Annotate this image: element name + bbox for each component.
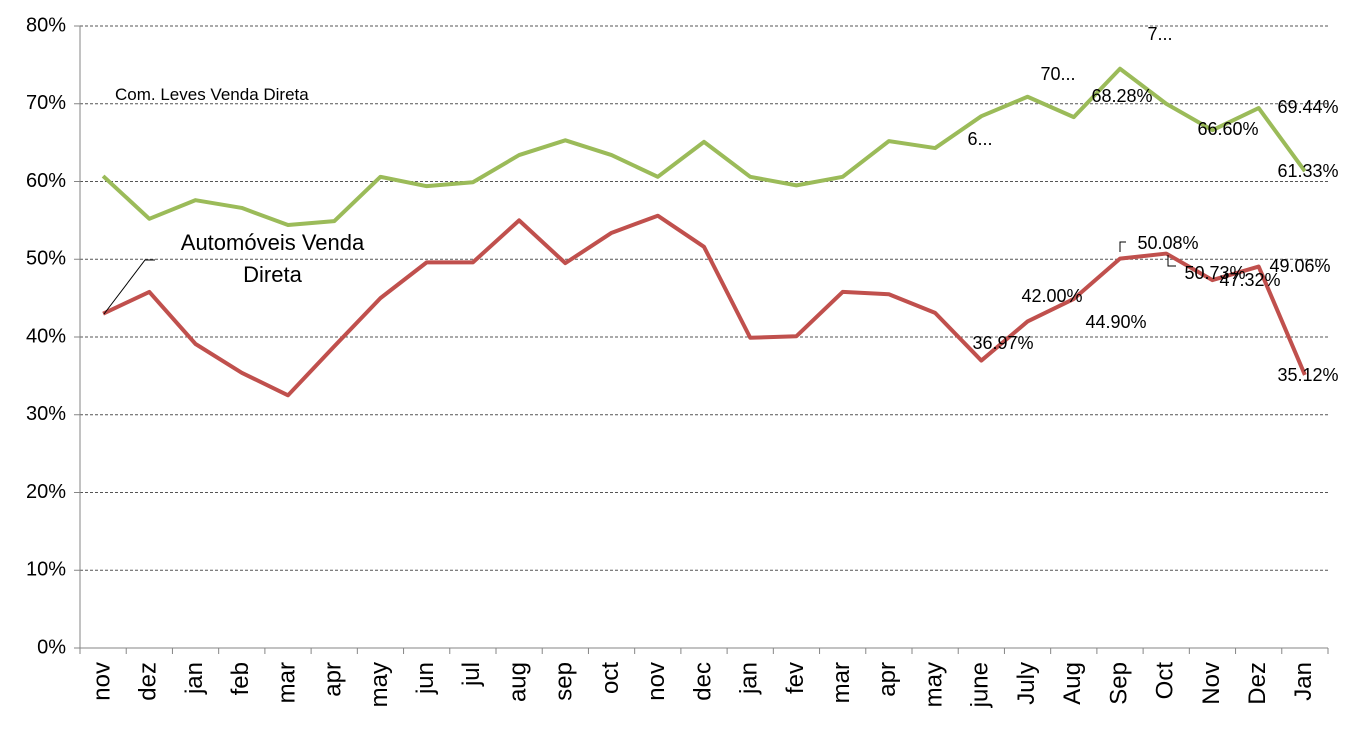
x-tick-label: nov (88, 662, 115, 701)
data-label: 7... (1147, 24, 1172, 44)
x-tick-label: june (967, 662, 994, 708)
data-label: 61.33% (1277, 161, 1338, 181)
x-tick-label: mar (828, 662, 855, 703)
x-tick-label: oct (597, 662, 624, 694)
x-tick-label: jan (181, 662, 208, 695)
data-label: 50.73% (1184, 263, 1245, 283)
x-tick-label: Aug (1059, 662, 1086, 705)
x-tick-label: dez (135, 662, 162, 701)
series-label: Com. Leves Venda Direta (115, 85, 309, 104)
x-tick-label: may (920, 662, 947, 707)
leader-line (1167, 255, 1176, 267)
data-label: 42.00% (1021, 286, 1082, 306)
x-tick-label: nov (643, 662, 670, 701)
x-tick-label: jul (458, 662, 485, 687)
data-label: 44.90% (1085, 312, 1146, 332)
x-tick-label: aug (504, 662, 531, 702)
x-tick-label: may (366, 662, 393, 707)
data-line (102, 213, 1307, 398)
y-tick-label: 80% (26, 14, 66, 36)
x-tick-label: jan (736, 662, 763, 695)
data-label: 66.60% (1197, 119, 1258, 139)
data-label: 35.12% (1277, 365, 1338, 385)
y-tick-label: 10% (26, 559, 66, 581)
x-tick-label: feb (227, 662, 254, 695)
data-label: 49.06% (1269, 256, 1330, 276)
y-tick-label: 0% (37, 636, 66, 658)
data-label: 50.08% (1137, 233, 1198, 253)
x-tick-label: fev (782, 662, 809, 694)
data-label: 36.97% (972, 333, 1033, 353)
series-label: Automóveis Venda Direta (180, 230, 365, 287)
data-label: 70... (1040, 64, 1075, 84)
x-tick-label: Dez (1244, 662, 1271, 705)
data-label: 6... (967, 129, 992, 149)
y-tick-label: 60% (26, 170, 66, 192)
x-tick-label: Oct (1152, 662, 1179, 700)
y-tick-label: 40% (26, 325, 66, 347)
data-label: 47.32% (1219, 270, 1280, 290)
y-tick-label: 70% (26, 92, 66, 114)
x-tick-label: mar (273, 662, 300, 703)
x-tick-label: apr (874, 662, 901, 697)
leader-line (103, 259, 155, 315)
data-label: 69.44% (1277, 97, 1338, 117)
y-tick-label: 20% (26, 481, 66, 503)
data-line (101, 66, 1307, 228)
data-label: 68.28% (1091, 86, 1152, 106)
x-tick-label: jun (412, 662, 439, 695)
x-tick-label: dec (689, 662, 716, 701)
y-tick-label: 50% (26, 248, 66, 270)
x-tick-label: Nov (1198, 662, 1225, 705)
y-tick-label: 30% (26, 403, 66, 425)
x-tick-label: Jan (1290, 662, 1317, 701)
x-tick-label: July (1013, 662, 1040, 705)
leader-line (1119, 241, 1126, 252)
x-tick-label: sep (551, 662, 578, 701)
x-tick-label: Sep (1105, 662, 1132, 705)
x-tick-label: apr (320, 662, 347, 697)
